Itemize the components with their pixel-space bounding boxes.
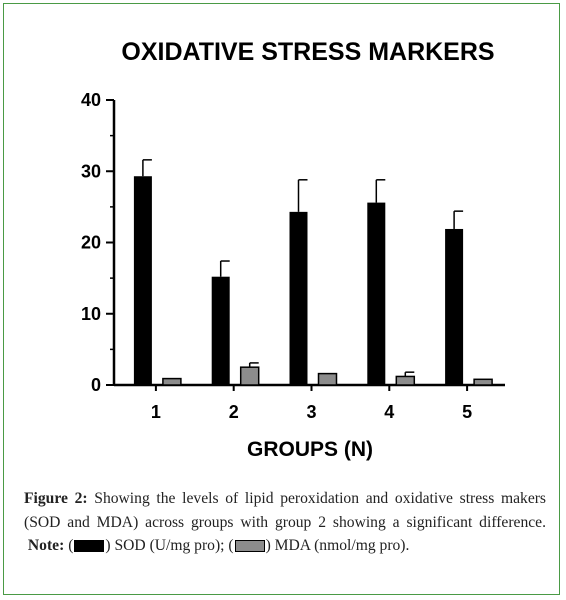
x-tick-label: 3 (306, 402, 316, 422)
x-axis-label: GROUPS (N) (247, 438, 373, 461)
mda-bar (317, 372, 338, 386)
figure-frame (3, 3, 560, 595)
y-tick-label: 20 (81, 233, 101, 253)
sod-bar (133, 176, 152, 385)
x-tick-label: 5 (462, 402, 472, 422)
sod-bar (211, 276, 230, 385)
legend-sod-text: ) SOD (U/mg pro); ( (105, 537, 234, 554)
y-tick-label: 40 (81, 90, 101, 110)
mda-bar (162, 377, 182, 386)
mda-bar (239, 366, 260, 386)
mda-bar (395, 375, 416, 386)
note-label: Note: (27, 537, 65, 554)
y-tick-label: 10 (81, 304, 101, 324)
caption-text: Showing the levels of lipid peroxidation… (24, 490, 546, 531)
legend-open: ( (68, 537, 74, 554)
figure-label: Figure 2: (24, 490, 88, 507)
bars (133, 159, 493, 386)
y-tick-label: 0 (91, 375, 101, 395)
mda-swatch (234, 540, 265, 553)
legend-mda-text: ) MDA (nmol/mg pro). (265, 537, 410, 554)
mda-bar (473, 378, 493, 386)
y-tick-label: 30 (81, 161, 101, 181)
chart-title: OXIDATIVE STRESS MARKERS (121, 38, 495, 66)
sod-bar (445, 228, 464, 385)
sod-swatch (74, 540, 105, 553)
x-tick-label: 4 (384, 402, 394, 422)
figure-caption: Figure 2: Showing the levels of lipid pe… (24, 487, 546, 558)
sod-bar (367, 202, 386, 385)
x-tick-label: 2 (229, 402, 239, 422)
tick-labels: 0 10 20 30 40 1 2 3 4 5 (81, 90, 472, 422)
sod-bar (289, 211, 308, 385)
x-tick-label: 1 (151, 402, 161, 422)
